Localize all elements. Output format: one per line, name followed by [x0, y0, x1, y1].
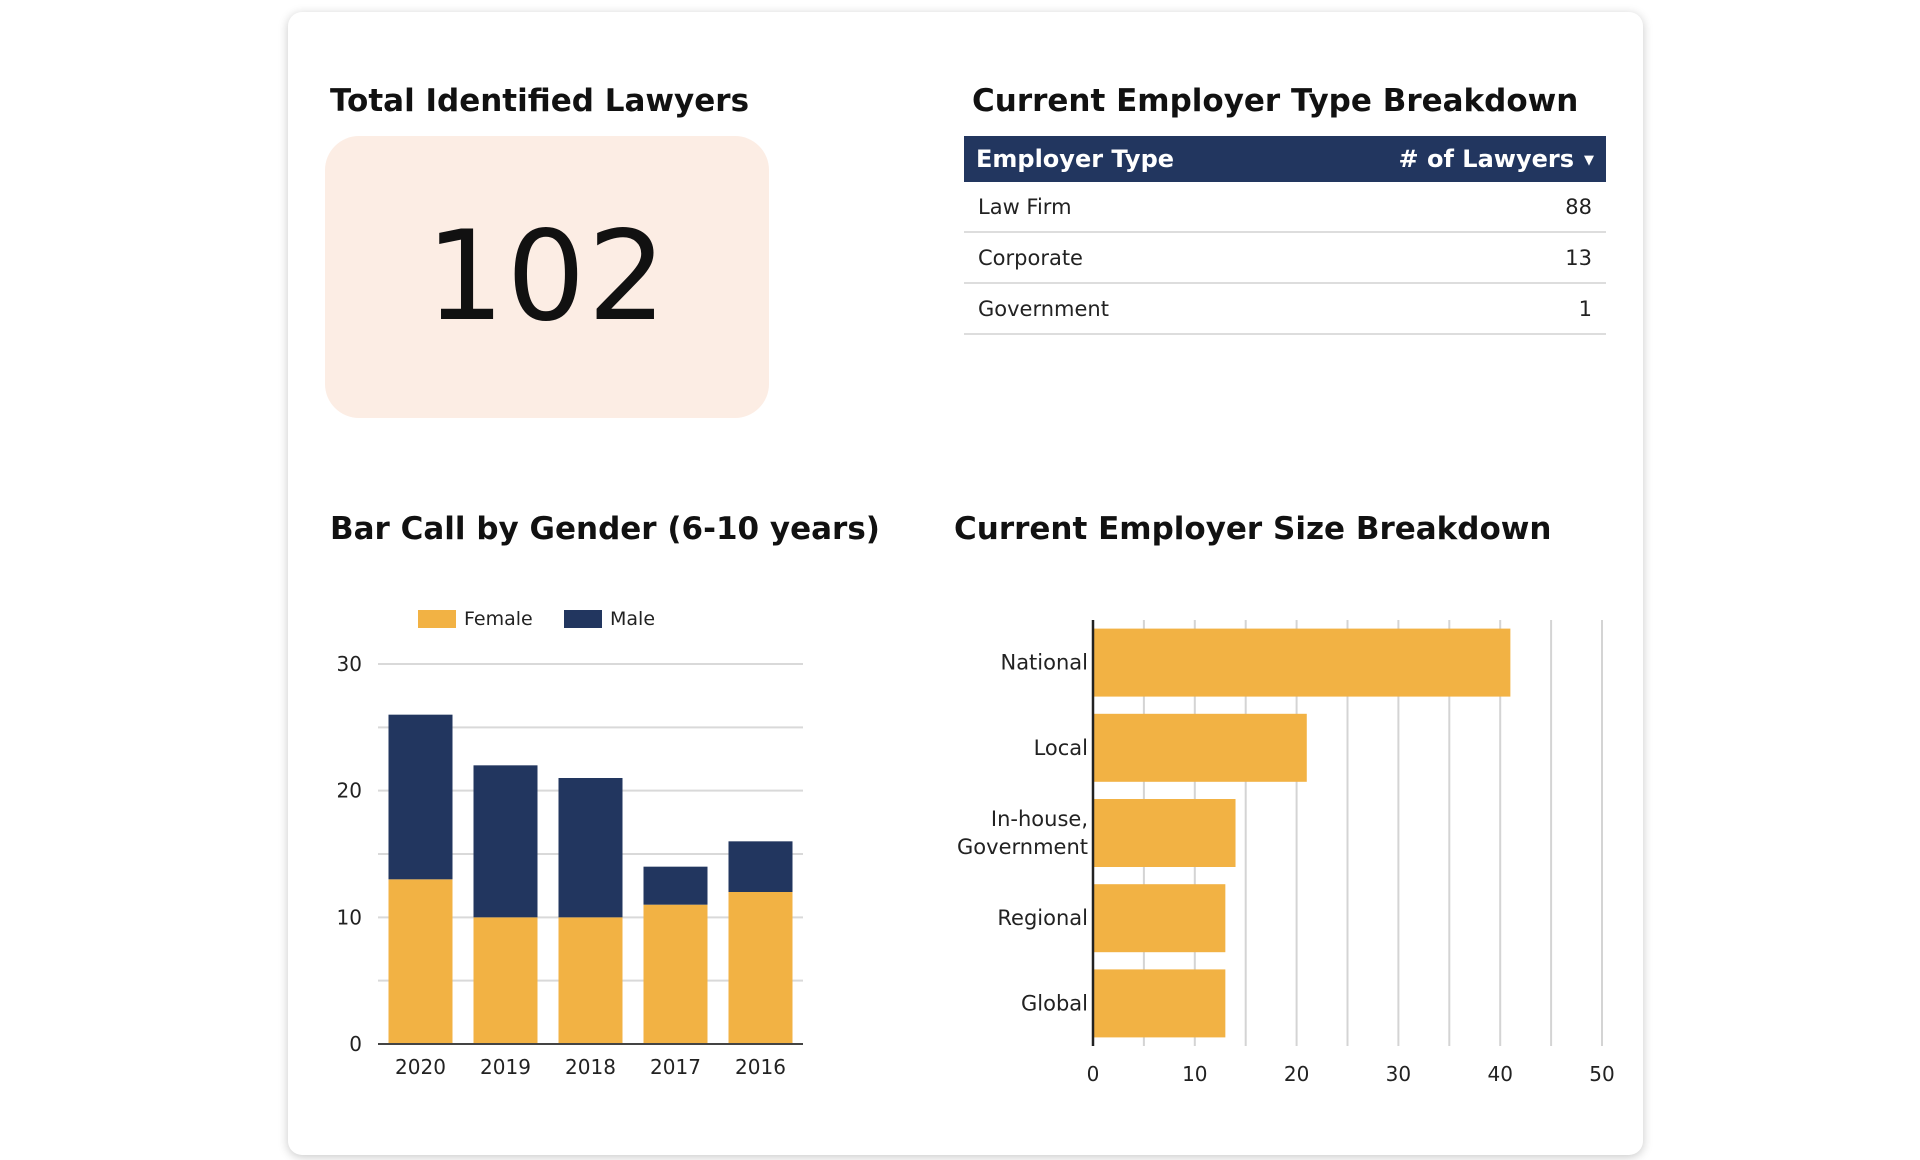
table-row: Law Firm 88 [964, 182, 1606, 233]
bar-female-2016 [728, 892, 793, 1044]
table-cell-count: 1 [1349, 283, 1606, 335]
table-header-row: Employer Type # of Lawyers ▼ [964, 136, 1606, 182]
y-category-label: Government [957, 835, 1088, 859]
y-category-label: Local [1034, 736, 1088, 760]
y-category-label: In-house, [991, 807, 1088, 831]
x-tick-label: 10 [1182, 1062, 1207, 1086]
y-category-label: National [1000, 651, 1088, 675]
bar-male-2020 [388, 714, 453, 880]
gender-chart-title: Bar Call by Gender (6-10 years) [330, 511, 880, 547]
legend-label-female: Female [464, 608, 533, 630]
employer-size-bar-chart: 0 10 20 30 40 50 National Local In-house, Governm… [957, 620, 1615, 1086]
x-tick-label: 2018 [565, 1055, 616, 1079]
legend-swatch-male [564, 610, 602, 628]
employer-size-title: Current Employer Size Breakdown [954, 511, 1552, 547]
triangle-down-icon: ▼ [1584, 153, 1594, 168]
table-cell-type: Law Firm [964, 182, 1350, 233]
bar-male-2019 [473, 765, 538, 918]
y-category-label: Global [1021, 991, 1088, 1015]
bar-male-2017 [643, 866, 708, 905]
bar-national [1093, 628, 1511, 697]
employer-type-table: Employer Type # of Lawyers ▼ Law Firm 88 … [964, 136, 1606, 335]
table-cell-count: 13 [1349, 232, 1606, 284]
bar-female-2018 [558, 917, 623, 1044]
dashboard-card: Total Identified Lawyers 102 Current Emp… [288, 12, 1643, 1155]
bar-regional [1093, 884, 1226, 953]
column-header-label: Employer Type [976, 145, 1175, 173]
x-tick-label: 2020 [395, 1055, 446, 1079]
table-row: Corporate 13 [964, 232, 1606, 284]
x-tick-label: 40 [1487, 1062, 1512, 1086]
table-cell-type: Corporate [964, 232, 1350, 284]
x-tick-label: 2016 [735, 1055, 786, 1079]
gender-bar-chart: Female Male 0 10 20 30 2020 2019 2018 2017 2016 [337, 608, 803, 1079]
bar-local [1093, 713, 1307, 782]
kpi-title: Total Identified Lawyers [330, 83, 750, 119]
y-tick-label: 30 [337, 652, 362, 676]
employer-type-title: Current Employer Type Breakdown [972, 83, 1579, 119]
legend-label-male: Male [610, 608, 655, 630]
bar-in-house-government [1093, 799, 1236, 867]
column-header-count[interactable]: # of Lawyers ▼ [1349, 136, 1606, 182]
x-tick-label: 0 [1087, 1062, 1100, 1086]
column-header-employer-type[interactable]: Employer Type [964, 136, 1350, 182]
y-category-label: Regional [997, 906, 1088, 930]
bar-global [1093, 969, 1226, 1038]
y-tick-label: 20 [337, 779, 362, 803]
bar-male-2016 [728, 841, 793, 892]
bar-female-2019 [473, 917, 538, 1044]
legend-swatch-female [418, 610, 456, 628]
kpi-value: 102 [425, 205, 669, 349]
table-cell-type: Government [964, 283, 1350, 335]
x-tick-label: 2017 [650, 1055, 701, 1079]
x-tick-label: 50 [1589, 1062, 1614, 1086]
table-cell-count: 88 [1349, 182, 1606, 233]
x-tick-label: 30 [1386, 1062, 1411, 1086]
bar-female-2017 [643, 904, 708, 1044]
kpi-scorecard: 102 [325, 136, 769, 418]
bar-male-2018 [558, 778, 623, 918]
column-header-label: # of Lawyers [1398, 145, 1574, 173]
x-tick-label: 20 [1284, 1062, 1309, 1086]
bar-female-2020 [388, 879, 453, 1044]
x-tick-label: 2019 [480, 1055, 531, 1079]
y-tick-label: 0 [349, 1032, 362, 1056]
y-tick-label: 10 [337, 905, 362, 929]
table-row: Government 1 [964, 283, 1606, 335]
